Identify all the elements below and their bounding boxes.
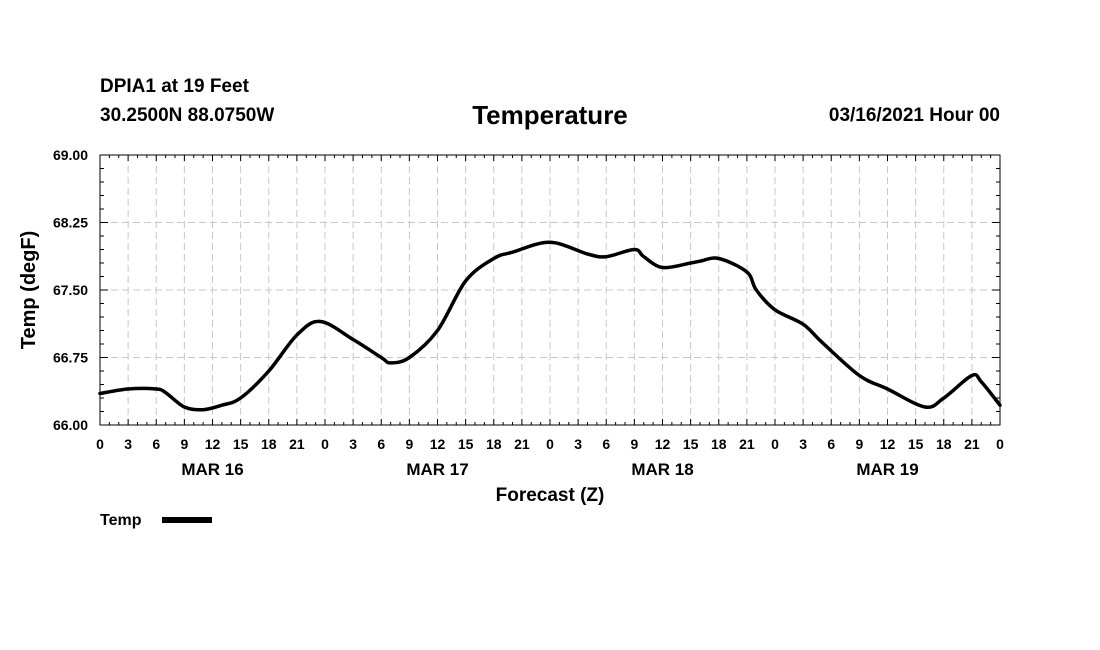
y-tick-label: 66.75 [53, 350, 88, 366]
station-label: DPIA1 at 19 Feet [100, 76, 249, 97]
x-tick-label: 12 [655, 436, 671, 452]
x-tick-label: 21 [289, 436, 305, 452]
x-tick-label: 0 [96, 436, 104, 452]
x-tick-label: 3 [124, 436, 132, 452]
x-axis-label: Forecast (Z) [496, 485, 605, 506]
x-tick-label: 12 [430, 436, 446, 452]
x-tick-label: 15 [908, 436, 924, 452]
x-tick-label: 0 [771, 436, 779, 452]
legend-label: Temp [100, 512, 142, 529]
y-axis-label: Temp (degF) [18, 231, 40, 350]
x-tick-label: 9 [855, 436, 863, 452]
y-tick-label: 69.00 [53, 147, 88, 163]
x-tick-label: 0 [996, 436, 1004, 452]
x-tick-label: 18 [711, 436, 727, 452]
plot-frame [99, 154, 1001, 426]
day-label: MAR 16 [181, 460, 243, 479]
day-label: MAR 17 [406, 460, 468, 479]
x-tick-label: 18 [261, 436, 277, 452]
chart-title: Temperature [472, 100, 628, 130]
y-tick-labels: 66.00 66.75 67.50 68.25 69.00 [53, 147, 88, 433]
x-tick-label: 6 [152, 436, 160, 452]
x-tick-label: 15 [683, 436, 699, 452]
x-tick-label: 15 [233, 436, 249, 452]
x-tick-label: 3 [574, 436, 582, 452]
x-tick-label: 9 [180, 436, 188, 452]
x-tick-label: 6 [602, 436, 610, 452]
x-tick-label: 18 [486, 436, 502, 452]
day-label: MAR 19 [856, 460, 918, 479]
coordinates-label: 30.2500N 88.0750W [100, 105, 275, 126]
x-tick-label: 21 [964, 436, 980, 452]
temp-series-line [98, 240, 1002, 412]
x-tick-label: 6 [377, 436, 385, 452]
y-tick-label: 68.25 [53, 215, 88, 231]
day-labels: MAR 16 MAR 17 MAR 18 MAR 19 [181, 460, 918, 479]
day-label: MAR 18 [631, 460, 693, 479]
x-tick-label: 3 [349, 436, 357, 452]
x-tick-label: 15 [458, 436, 474, 452]
x-tick-label: 18 [936, 436, 952, 452]
x-tick-label: 21 [514, 436, 530, 452]
x-tick-label: 3 [799, 436, 807, 452]
x-tick-label: 12 [880, 436, 896, 452]
x-tick-label: 9 [405, 436, 413, 452]
grid-lines [100, 155, 1000, 425]
x-tick-labels: 0 3 6 9 12 15 18 21 0 3 6 9 12 15 18 21 0 3 6 9 12 15 18 21 0 3 6 9… [96, 436, 1004, 452]
x-tick-label: 21 [739, 436, 755, 452]
run-time-label: 03/16/2021 Hour 00 [828, 105, 1000, 126]
y-tick-label: 66.00 [53, 417, 88, 433]
x-tick-label: 6 [827, 436, 835, 452]
x-tick-label: 12 [205, 436, 221, 452]
y-tick-label: 67.50 [53, 282, 88, 298]
x-tick-label: 9 [630, 436, 638, 452]
x-tick-label: 0 [546, 436, 554, 452]
x-tick-label: 0 [321, 436, 329, 452]
